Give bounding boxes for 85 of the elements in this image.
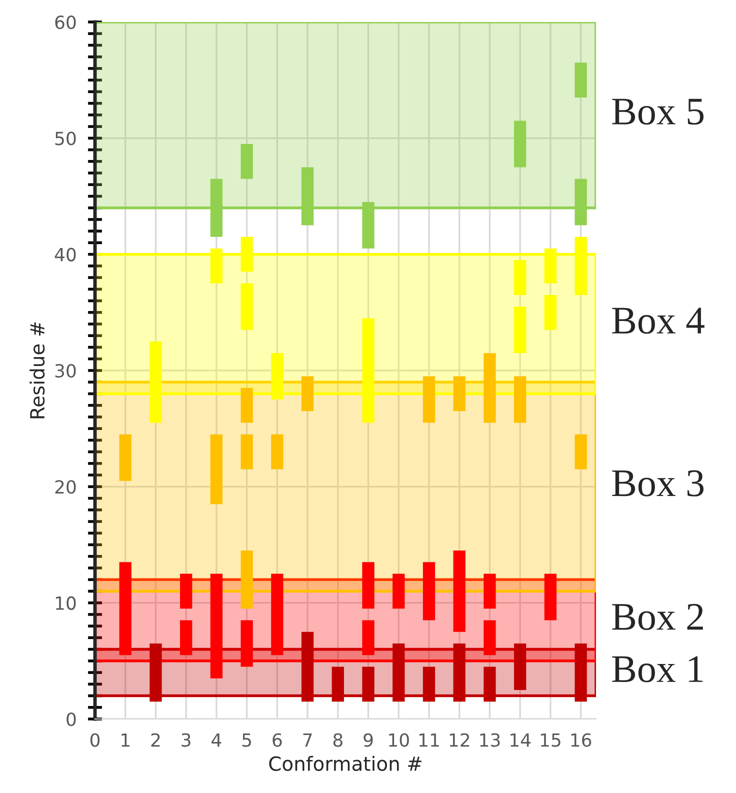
y-tick-label: 10	[56, 596, 76, 610]
band-label: Box 3	[612, 470, 704, 496]
bar	[180, 574, 192, 609]
bar	[574, 236, 587, 295]
bar	[150, 643, 162, 702]
x-tick-label: 15	[540, 733, 560, 747]
bar	[240, 144, 253, 179]
x-tick-label: 2	[151, 733, 160, 747]
x-tick-label: 8	[333, 733, 342, 747]
x-tick-label: 7	[303, 733, 312, 747]
bar	[544, 248, 557, 284]
bar	[422, 562, 436, 620]
y-tick-label: 40	[54, 248, 76, 262]
bar	[574, 434, 587, 470]
bar	[119, 434, 132, 481]
bar	[362, 318, 374, 423]
bar	[514, 306, 526, 354]
bar	[301, 376, 314, 412]
x-tick-label: 14	[510, 733, 531, 747]
bar	[271, 574, 284, 656]
x-tick-label: 4	[212, 733, 222, 747]
y-tick-label: 20	[55, 480, 76, 494]
bar	[210, 178, 223, 237]
bar	[574, 643, 587, 702]
x-tick-label: 0	[90, 733, 100, 747]
bar	[210, 248, 223, 284]
bar	[210, 434, 223, 504]
x-tick-label: 11	[419, 733, 439, 747]
y-tick-label: 30	[55, 364, 76, 378]
bar	[453, 643, 466, 702]
bar	[453, 376, 466, 412]
bar	[514, 643, 526, 690]
y-tick-label: 0	[66, 712, 76, 726]
x-tick-label: 10	[389, 733, 409, 747]
band-label: Box 4	[612, 308, 704, 334]
bar	[301, 167, 314, 226]
x-tick-label: 12	[450, 733, 470, 747]
x-tick-label: 6	[272, 733, 282, 747]
bar	[240, 550, 253, 609]
x-tick-label: 9	[364, 733, 373, 747]
bar	[180, 620, 192, 656]
bar	[514, 120, 526, 168]
bar	[544, 294, 557, 330]
bar	[422, 666, 436, 702]
y-axis-title: Residue #	[30, 322, 45, 418]
x-tick-label: 16	[571, 733, 592, 747]
bar	[240, 620, 253, 667]
x-tick-label: 5	[242, 733, 251, 747]
bar	[271, 434, 284, 470]
bar	[362, 562, 374, 609]
bar	[453, 550, 466, 632]
bar	[119, 562, 132, 656]
bar	[484, 574, 496, 609]
bar	[514, 376, 526, 423]
bar	[240, 236, 253, 272]
bar	[484, 353, 496, 423]
x-tick-label: 3	[182, 733, 190, 747]
bar	[301, 632, 314, 702]
bar	[392, 643, 405, 702]
bar	[240, 434, 253, 470]
bar	[271, 353, 284, 400]
band-label: Box 5	[612, 98, 704, 125]
band-label: Box 1	[612, 656, 703, 682]
bar	[484, 666, 496, 702]
bar	[210, 574, 223, 678]
bar	[240, 283, 253, 330]
bar	[150, 341, 162, 423]
band-label: Box 2	[612, 604, 703, 630]
y-tick-label: 60	[55, 15, 76, 30]
bar	[422, 376, 436, 423]
bar	[362, 666, 374, 702]
bar	[574, 62, 587, 98]
bar	[484, 620, 496, 656]
bar	[574, 178, 587, 226]
bar	[362, 620, 374, 656]
y-tick-label: 50	[55, 132, 76, 146]
x-tick-label: 1	[122, 733, 130, 747]
bar	[362, 202, 374, 249]
x-axis-title: Conformation #	[269, 756, 422, 771]
x-tick-label: 13	[480, 733, 500, 747]
bar	[240, 388, 253, 423]
bar	[544, 574, 557, 620]
bar	[514, 260, 526, 295]
bar	[332, 666, 344, 702]
bar	[392, 574, 405, 609]
